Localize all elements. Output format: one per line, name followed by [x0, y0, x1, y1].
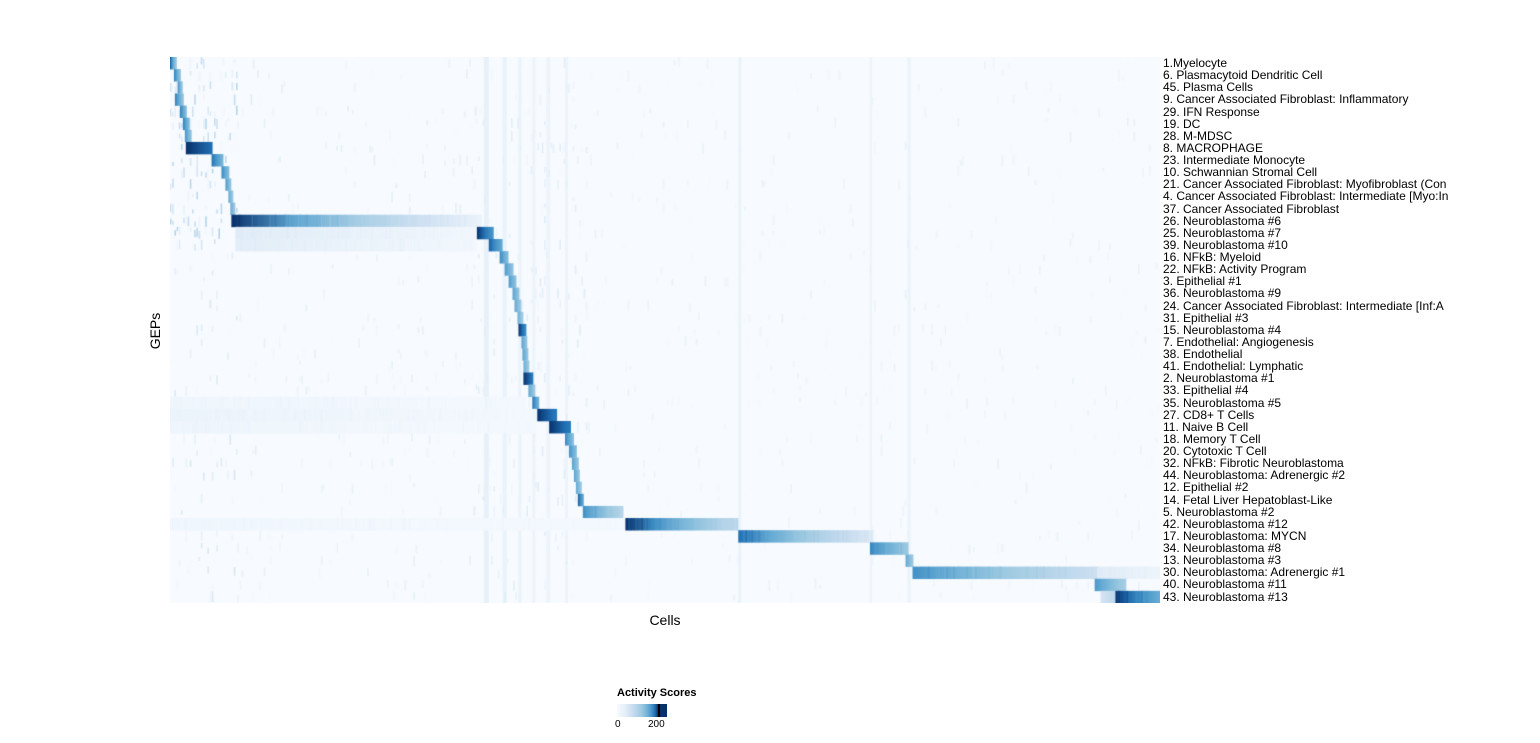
row-label: 16. NFkB: Myeloid — [1163, 250, 1262, 264]
x-axis-label: Cells — [649, 612, 681, 628]
row-labels: 1.Myelocyte 6. Plasmacytoid Dendritic Cel… — [1163, 57, 1540, 603]
row-label: 21. Cancer Associated Fibroblast: Myofib… — [1163, 177, 1447, 192]
row-label: 44. Neuroblastoma: Adrenergic #2 — [1163, 468, 1346, 483]
row-label: 40. Neuroblastoma #11 — [1163, 577, 1287, 592]
row-label: 29. IFN Response — [1163, 104, 1260, 119]
row-label: 8. MACROPHAGE — [1163, 140, 1264, 155]
row-label: 17. Neuroblastoma: MYCN — [1163, 528, 1307, 543]
row-label: 23. Intermediate Monocyte — [1163, 153, 1306, 167]
row-label: 43. Neuroblastoma #13 — [1163, 589, 1288, 604]
row-label: 38. Endothelial — [1163, 347, 1243, 361]
row-label: 27. CD8+ T Cells — [1163, 407, 1255, 422]
legend-gradient-bar — [617, 704, 667, 717]
row-label: 1.Myelocyte — [1163, 56, 1228, 70]
row-label: 32. NFkB: Fibrotic Neuroblastoma — [1163, 456, 1344, 471]
row-label: 24. Cancer Associated Fibroblast: Interm… — [1163, 298, 1444, 313]
row-label: 10. Schwannian Stromal Cell — [1163, 165, 1318, 180]
row-label: 12. Epithelial #2 — [1163, 480, 1249, 495]
row-label: 9. Cancer Associated Fibroblast: Inflamm… — [1163, 92, 1409, 107]
row-label: 34. Neuroblastoma #8 — [1163, 541, 1282, 555]
row-label: 36. Neuroblastoma #9 — [1163, 286, 1282, 301]
row-label: 37. Cancer Associated Fibroblast — [1163, 201, 1340, 216]
row-label: 22. NFkB: Activity Program — [1163, 262, 1307, 277]
row-label: 2. Neuroblastoma #1 — [1163, 371, 1275, 386]
row-label: 20. Cytotoxic T Cell — [1163, 444, 1267, 458]
row-label: 3. Epithelial #1 — [1163, 274, 1242, 289]
row-label: 42. Neuroblastoma #12 — [1163, 516, 1288, 531]
row-label: 41. Endothelial: Lymphatic — [1163, 359, 1304, 374]
row-label: 35. Neuroblastoma #5 — [1163, 395, 1282, 410]
colorbar-legend: Activity Scores 0 200 — [615, 687, 757, 731]
legend-tick-max: 200 — [648, 719, 665, 730]
row-label: 11. Naive B Cell — [1163, 419, 1249, 434]
row-label: 13. Neuroblastoma #3 — [1163, 553, 1282, 568]
row-label: 5. Neuroblastoma #2 — [1163, 504, 1275, 519]
legend-title: Activity Scores — [617, 687, 697, 699]
row-label: 31. Epithelial #3 — [1163, 310, 1249, 325]
row-label: 45. Plasma Cells — [1163, 80, 1254, 95]
legend-tick-min: 0 — [615, 719, 621, 730]
row-label: 15. Neuroblastoma #4 — [1163, 322, 1282, 337]
row-label: 30. Neuroblastoma: Adrenergic #1 — [1163, 565, 1346, 580]
row-label: 26. Neuroblastoma #6 — [1163, 213, 1282, 228]
legend-tick-mark — [658, 704, 660, 717]
row-label: 33. Epithelial #4 — [1163, 383, 1249, 398]
row-label: 39. Neuroblastoma #10 — [1163, 237, 1288, 252]
row-label: 14. Fetal Liver Hepatoblast-Like — [1163, 492, 1333, 507]
y-axis-label: GEPs — [147, 312, 163, 350]
row-label: 7. Endothelial: Angiogenesis — [1163, 334, 1314, 349]
row-label: 4. Cancer Associated Fibroblast: Interme… — [1163, 189, 1449, 204]
row-label: 25. Neuroblastoma #7 — [1163, 225, 1282, 240]
row-label: 18. Memory T Cell — [1163, 431, 1261, 446]
heatmap-canvas — [170, 57, 1160, 603]
row-label: 6. Plasmacytoid Dendritic Cell — [1163, 68, 1323, 83]
legend-tick-labels: 0 200 — [615, 719, 687, 731]
row-label: 28. M-MDSC — [1163, 128, 1233, 143]
row-label: 19. DC — [1163, 116, 1201, 131]
